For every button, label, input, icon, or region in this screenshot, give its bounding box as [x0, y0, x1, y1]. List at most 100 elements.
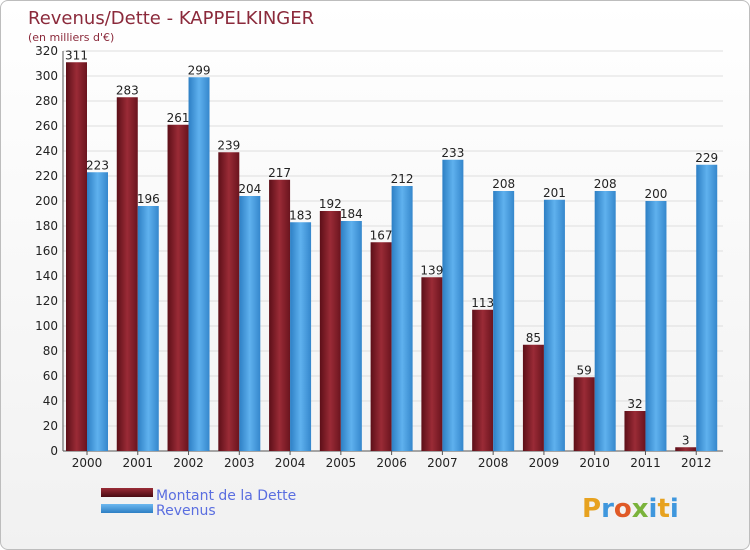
- x-tick-label: 2004: [275, 456, 306, 470]
- data-label-debt: 32: [627, 397, 642, 411]
- y-tick-label: 100: [35, 319, 58, 333]
- bar-revenue: [137, 206, 159, 451]
- x-tick-label: 2002: [173, 456, 204, 470]
- y-tick-label: 80: [43, 344, 58, 358]
- legend: Montant de la Dette Revenus: [101, 488, 296, 519]
- bar-revenue: [290, 222, 312, 451]
- bar-debt: [167, 124, 189, 451]
- bar-revenue: [239, 196, 261, 451]
- bar-debt: [421, 277, 443, 451]
- bar-debt: [522, 344, 544, 451]
- y-tick-label: 180: [35, 219, 58, 233]
- logo-letter: i: [670, 494, 679, 524]
- data-label-revenue: 229: [695, 151, 718, 165]
- data-label-revenue: 184: [340, 207, 363, 221]
- logo-letter: P: [582, 494, 601, 524]
- bar-debt: [116, 97, 138, 451]
- data-label-revenue: 223: [86, 158, 109, 172]
- x-tick-label: 2006: [376, 456, 407, 470]
- bar-revenue: [87, 172, 108, 451]
- data-label-debt: 139: [420, 263, 443, 277]
- y-tick-label: 220: [35, 169, 58, 183]
- bar-revenue: [645, 201, 667, 451]
- y-tick-label: 20: [43, 419, 58, 433]
- logo-letter: i: [649, 494, 658, 524]
- data-label-revenue: 196: [137, 192, 160, 206]
- legend-swatch-debt: [101, 488, 153, 497]
- bar-debt: [624, 411, 646, 451]
- bar-revenue: [340, 221, 362, 451]
- bar-debt: [675, 447, 697, 451]
- data-label-revenue: 208: [594, 177, 617, 191]
- y-tick-label: 40: [43, 394, 58, 408]
- proxiti-logo: Proxiti: [582, 494, 679, 524]
- data-label-debt: 311: [65, 48, 88, 62]
- data-label-debt: 85: [526, 331, 541, 345]
- x-tick-label: 2007: [427, 456, 458, 470]
- chart-subtitle: (en milliers d'€): [28, 31, 114, 44]
- data-label-debt: 192: [319, 197, 342, 211]
- x-tick-label: 2001: [122, 456, 153, 470]
- chart-title: Revenus/Dette - KAPPELKINGER: [28, 8, 314, 29]
- bar-revenue: [188, 77, 210, 451]
- y-tick-label: 60: [43, 369, 58, 383]
- y-tick-label: 320: [35, 44, 58, 58]
- y-tick-label: 300: [35, 69, 58, 83]
- bar-debt: [66, 62, 87, 451]
- bar-revenue: [594, 191, 616, 451]
- logo-letter: r: [601, 494, 614, 524]
- x-tick-label: 2011: [630, 456, 661, 470]
- bar-debt: [269, 179, 291, 451]
- data-label-debt: 239: [217, 138, 240, 152]
- legend-label-debt: Montant de la Dette: [156, 488, 296, 504]
- x-tick-label: 2010: [579, 456, 610, 470]
- data-label-debt: 167: [370, 228, 393, 242]
- bar-revenue: [696, 164, 718, 451]
- data-label-debt: 217: [268, 166, 291, 180]
- y-tick-label: 160: [35, 244, 58, 258]
- data-label-debt: 59: [577, 363, 592, 377]
- legend-swatch-revenue: [101, 504, 153, 513]
- legend-label-revenue: Revenus: [156, 503, 216, 519]
- data-label-revenue: 200: [645, 187, 668, 201]
- data-label-revenue: 212: [391, 172, 414, 186]
- x-tick-label: 2012: [681, 456, 712, 470]
- bar-revenue: [391, 186, 413, 451]
- y-tick-label: 120: [35, 294, 58, 308]
- data-label-debt: 113: [471, 296, 494, 310]
- logo-text: Proxiti: [582, 494, 679, 524]
- bar-debt: [573, 377, 595, 451]
- data-label-debt: 283: [116, 83, 139, 97]
- data-label-revenue: 201: [543, 186, 566, 200]
- x-tick-label: 2008: [478, 456, 509, 470]
- y-tick-label: 140: [35, 269, 58, 283]
- bar-debt: [370, 242, 392, 451]
- bar-revenue: [442, 159, 464, 451]
- x-tick-label: 2005: [326, 456, 357, 470]
- x-tick-label: 2000: [72, 456, 103, 470]
- data-label-debt: 3: [682, 433, 690, 447]
- logo-letter: o: [614, 494, 632, 524]
- data-label-debt: 261: [167, 111, 190, 125]
- bar-debt: [472, 309, 494, 451]
- y-tick-label: 260: [35, 119, 58, 133]
- bars: [66, 62, 718, 451]
- data-label-revenue: 204: [238, 182, 261, 196]
- y-tick-label: 0: [50, 444, 58, 458]
- bar-debt: [319, 211, 341, 451]
- y-tick-label: 240: [35, 144, 58, 158]
- logo-letter: t: [657, 494, 669, 524]
- data-label-revenue: 233: [441, 146, 464, 160]
- y-tick-label: 280: [35, 94, 58, 108]
- data-label-revenue: 208: [492, 177, 515, 191]
- y-tick-label: 200: [35, 194, 58, 208]
- bar-revenue: [543, 199, 565, 451]
- bar-revenue: [493, 191, 515, 451]
- x-tick-label: 2003: [224, 456, 255, 470]
- logo-letter: x: [632, 494, 649, 524]
- x-tick-label: 2009: [529, 456, 560, 470]
- bar-debt: [218, 152, 240, 451]
